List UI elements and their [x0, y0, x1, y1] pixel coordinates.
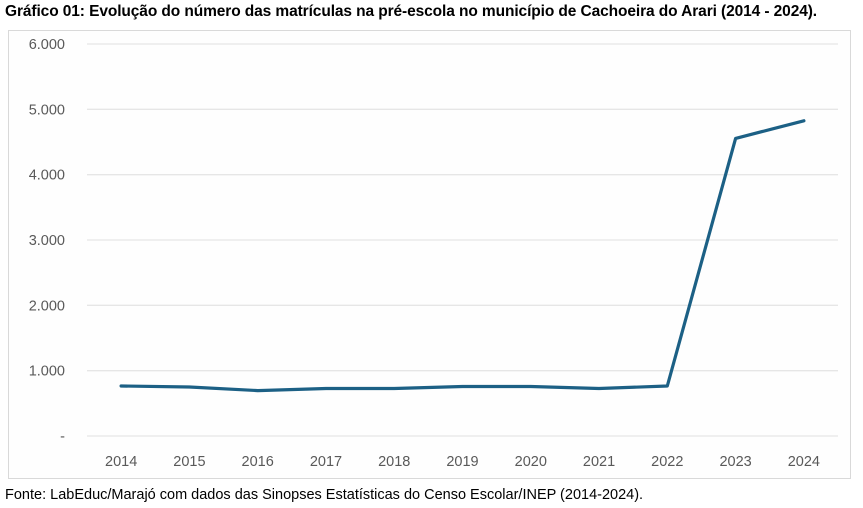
series-line — [119, 119, 806, 393]
x-tick-label: 2023 — [719, 454, 751, 470]
x-tick-label: 2024 — [788, 454, 820, 470]
y-tick-label: - — [60, 429, 65, 445]
y-tick-label: 6.000 — [29, 37, 65, 53]
y-tick-label: 5.000 — [29, 102, 65, 118]
source-note: Fonte: LabEduc/Marajó com dados das Sino… — [5, 487, 644, 503]
chart-frame — [8, 30, 851, 479]
x-tick-label: 2021 — [583, 454, 615, 470]
y-tick-label: 1.000 — [29, 364, 65, 380]
y-tick-label: 3.000 — [29, 233, 65, 249]
x-tick-label: 2017 — [310, 454, 342, 470]
y-tick-label: 2.000 — [29, 298, 65, 314]
x-tick-label: 2014 — [105, 454, 137, 470]
x-tick-label: 2015 — [173, 454, 205, 470]
y-tick-label: 4.000 — [29, 168, 65, 184]
x-tick-label: 2016 — [242, 454, 274, 470]
x-tick-label: 2019 — [446, 454, 478, 470]
x-tick-label: 2022 — [651, 454, 683, 470]
chart-title: Gráfico 01: Evolução do número das matrí… — [5, 3, 818, 20]
x-tick-label: 2018 — [378, 454, 410, 470]
x-tick-label: 2020 — [515, 454, 547, 470]
